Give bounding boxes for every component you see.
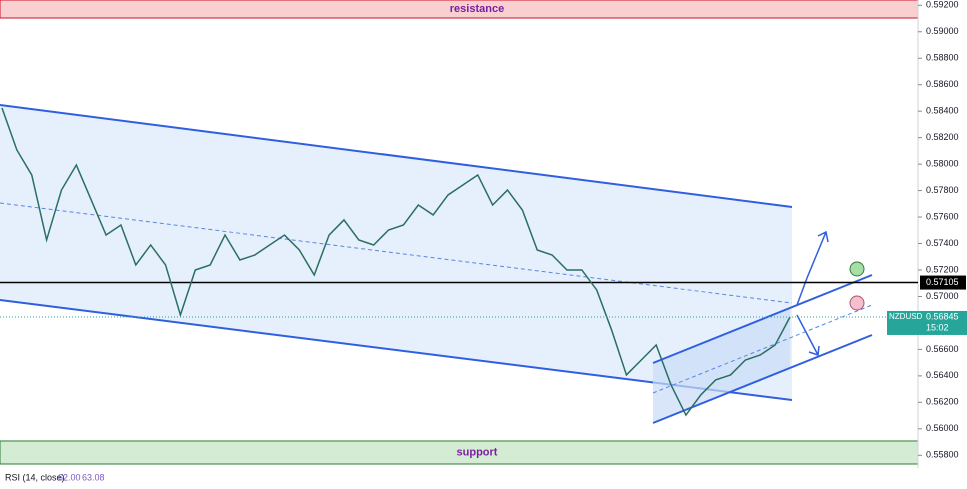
y-tick-label: 0.57000 xyxy=(926,291,959,301)
arrow-down xyxy=(796,314,820,357)
y-tick-label: 0.59200 xyxy=(926,0,959,10)
y-tick-label: 0.56000 xyxy=(926,423,959,433)
y-tick-label: 0.57600 xyxy=(926,211,959,221)
support-label: support xyxy=(457,446,498,458)
y-tick-label: 0.58200 xyxy=(926,132,959,142)
resistance-label: resistance xyxy=(450,3,504,15)
countdown-label: 15:02 xyxy=(926,322,949,332)
rsi-value: 62.00 xyxy=(58,472,81,482)
price-line xyxy=(1,107,791,417)
rising-mid xyxy=(652,304,873,394)
y-tick-label: 0.56600 xyxy=(926,344,959,354)
channel-mid xyxy=(0,202,793,304)
last-price-label: 0.56845 xyxy=(926,311,959,321)
last-price-badge xyxy=(887,310,967,335)
rsi-label: RSI (14, close) xyxy=(5,472,65,482)
symbol-label: NZDUSD xyxy=(889,312,923,321)
channel-upper xyxy=(0,104,793,208)
rising-lower xyxy=(652,334,873,424)
target-down xyxy=(849,295,865,311)
target-up xyxy=(849,261,865,277)
y-tick-label: 0.57200 xyxy=(926,264,959,274)
y-tick-label: 0.58800 xyxy=(926,53,959,63)
arrow-up xyxy=(796,230,829,306)
y-tick-label: 0.58000 xyxy=(926,158,959,168)
y-tick-label: 0.56400 xyxy=(926,370,959,380)
key-level-badge xyxy=(920,275,966,290)
y-tick-label: 0.58600 xyxy=(926,79,959,89)
key-level-label: 0.57105 xyxy=(926,277,959,287)
y-tick-label: 0.58400 xyxy=(926,106,959,116)
y-tick-label: 0.57400 xyxy=(926,238,959,248)
data-layer: resistance support 0.59200 0.59000 0.58800 0.… xyxy=(0,0,967,468)
rising-upper xyxy=(652,274,873,364)
rsi-value: 63.08 xyxy=(82,472,105,482)
y-tick-label: 0.56200 xyxy=(926,397,959,407)
y-tick-label: 0.59000 xyxy=(926,26,959,36)
y-tick-label: 0.57800 xyxy=(926,185,959,195)
y-tick-label: 0.55800 xyxy=(926,450,959,460)
